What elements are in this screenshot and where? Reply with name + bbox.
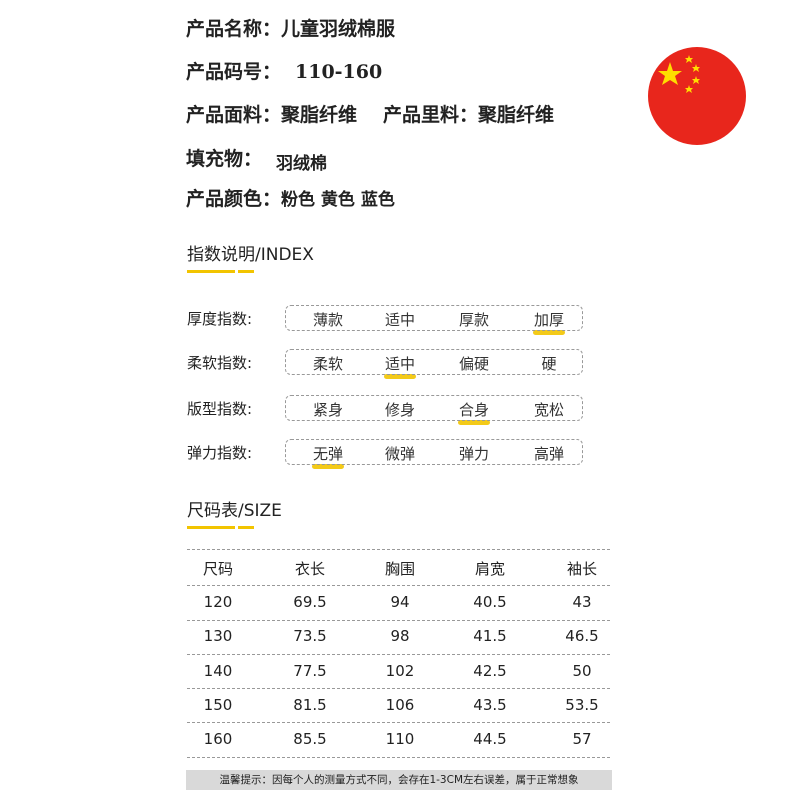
table-cell: 46.5 (565, 627, 599, 646)
value: 粉色 黄色 蓝色 (281, 190, 395, 210)
table-header: 肩宽 (474, 560, 505, 578)
index-option-selected: 加厚 (519, 309, 579, 335)
table-cell: 44.5 (473, 730, 507, 749)
product-fabric: 产品面料：聚脂纤维 产品里料：聚脂纤维 (186, 100, 554, 127)
table-cell: 94 (390, 593, 410, 611)
index-option: 高弹 (533, 445, 564, 463)
index-option: 适中 (384, 311, 415, 329)
table-cell: 160 (203, 730, 233, 749)
index-row-label: 版型指数: (187, 400, 253, 418)
label: 产品名称： (186, 18, 282, 40)
index-option: 宽松 (533, 401, 564, 419)
table-cell: 120 (203, 593, 233, 611)
table-cell: 69.5 (293, 593, 327, 611)
table-cell: 110 (385, 730, 415, 749)
index-option: 弹力 (458, 445, 489, 463)
table-cell: 57 (572, 730, 592, 749)
table-cell: 102 (385, 661, 415, 680)
index-option-selected: 合身 (444, 399, 504, 425)
label: 产品码号： (186, 61, 282, 83)
product-filling: 填充物： 羽绒棉 (186, 144, 328, 174)
title-underline (187, 526, 235, 529)
table-cell: 73.5 (293, 627, 327, 646)
label: 产品里料： (383, 104, 479, 126)
product-code: 产品码号： 110-160 (186, 57, 382, 84)
table-cell: 50 (572, 661, 592, 680)
table-cell: 130 (203, 627, 233, 646)
table-divider (187, 585, 610, 586)
table-header: 衣长 (294, 560, 325, 578)
value: 110-160 (295, 61, 383, 83)
table-divider (187, 620, 610, 621)
table-divider (187, 688, 610, 689)
size-title: 尺码表/SIZE (187, 501, 282, 521)
table-cell: 81.5 (293, 695, 327, 714)
product-colors: 产品颜色：粉色 黄色 蓝色 (186, 184, 395, 211)
table-divider (187, 757, 610, 758)
table-cell: 77.5 (293, 661, 327, 680)
value: 羽绒棉 (276, 154, 328, 174)
index-option-group: 紧身 修身 合身 宽松 (285, 395, 583, 425)
index-option: 微弹 (384, 445, 415, 463)
table-cell: 53.5 (565, 695, 599, 714)
index-row-label: 厚度指数: (187, 310, 253, 328)
table-divider (187, 722, 610, 723)
title-underline (238, 526, 254, 529)
table-cell: 42.5 (473, 661, 507, 680)
table-cell: 150 (203, 695, 233, 714)
label: 填充物： (186, 148, 263, 170)
index-option-group: 无弹 微弹 弹力 高弹 (285, 439, 583, 469)
table-cell: 43 (572, 593, 592, 611)
title-underline (187, 270, 235, 273)
index-option: 硬 (541, 355, 557, 373)
index-option-selected: 无弹 (298, 443, 358, 469)
label: 产品颜色： (186, 188, 282, 210)
table-header: 袖长 (566, 560, 597, 578)
table-cell: 41.5 (473, 627, 507, 646)
index-option-group: 薄款 适中 厚款 加厚 (285, 305, 583, 335)
table-cell: 140 (203, 661, 233, 680)
index-option: 薄款 (312, 311, 343, 329)
index-row-label: 柔软指数: (187, 354, 253, 372)
index-row-label: 弹力指数: (187, 444, 253, 462)
table-cell: 43.5 (473, 695, 507, 714)
table-divider (187, 549, 610, 550)
label: 产品面料： (186, 104, 282, 126)
table-cell: 98 (390, 627, 410, 646)
table-cell: 85.5 (293, 730, 327, 749)
title-underline (238, 270, 254, 273)
value: 聚脂纤维 (478, 104, 555, 126)
table-header: 胸围 (384, 560, 415, 578)
index-option: 紧身 (312, 401, 343, 419)
index-option: 柔软 (312, 355, 343, 373)
table-cell: 106 (385, 695, 415, 714)
product-name: 产品名称：儿童羽绒棉服 (186, 14, 395, 41)
table-header: 尺码 (202, 560, 233, 578)
index-title: 指数说明/INDEX (187, 245, 314, 265)
index-option: 偏硬 (458, 355, 489, 373)
index-option: 修身 (384, 401, 415, 419)
value: 儿童羽绒棉服 (281, 18, 396, 40)
china-flag-icon (648, 47, 746, 145)
index-option-group: 柔软 适中 偏硬 硬 (285, 349, 583, 379)
value: 聚脂纤维 (281, 104, 358, 126)
measurement-note: 温馨提示：因每个人的测量方式不同，会存在1-3CM左右误差，属于正常想象 (186, 770, 612, 790)
index-option: 厚款 (458, 311, 489, 329)
table-cell: 40.5 (473, 593, 507, 611)
table-divider (187, 654, 610, 655)
index-option-selected: 适中 (370, 353, 430, 379)
